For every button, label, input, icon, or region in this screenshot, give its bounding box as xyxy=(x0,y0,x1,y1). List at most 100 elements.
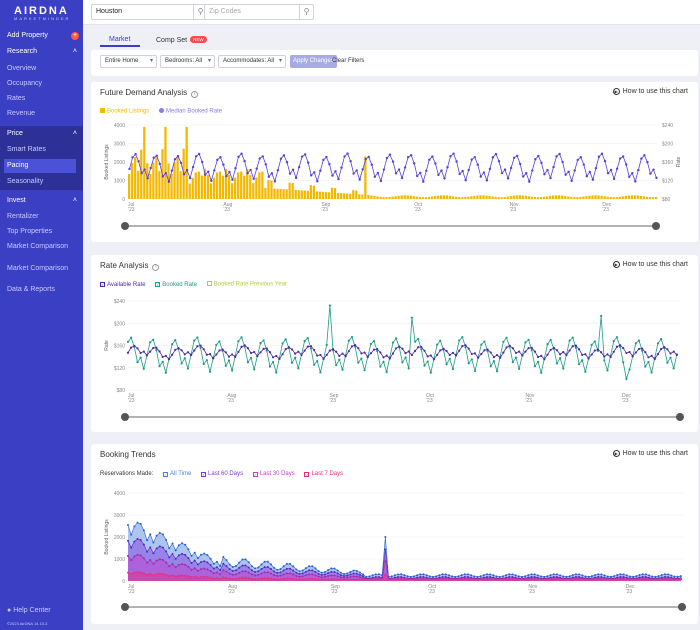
available-rate-point xyxy=(287,346,290,349)
apply-changes-button[interactable]: Apply Changes xyxy=(290,55,337,68)
checkbox-icon[interactable]: ✓ xyxy=(201,471,207,477)
booked-listings-bar xyxy=(185,126,188,199)
accommodates-select[interactable]: Accommodates: All ▾ xyxy=(218,55,286,68)
last-7-days-point xyxy=(422,578,425,581)
checkbox-icon[interactable]: ✓ xyxy=(163,471,169,477)
booked-rate-point xyxy=(641,349,644,352)
bedrooms-select[interactable]: Bedrooms: All ▾ xyxy=(160,55,215,68)
checkbox-icon[interactable]: ✓ xyxy=(155,282,161,287)
all-time-point xyxy=(362,573,365,576)
sidebar-item-market-comparison[interactable]: Market Comparison xyxy=(7,243,69,250)
x-tick-year: '23 xyxy=(128,589,135,595)
booked-listings-bar xyxy=(237,172,240,199)
checkbox-icon[interactable]: ✓ xyxy=(100,282,105,287)
sidebar-item-occupancy[interactable]: Occupancy xyxy=(7,80,43,87)
median-rate-point xyxy=(543,172,546,176)
last-7-days-point xyxy=(454,578,457,581)
booked-rate-point xyxy=(357,361,360,364)
search-icon[interactable]: ⚲ xyxy=(193,5,207,19)
last-7-days-point xyxy=(384,573,387,576)
available-rate-point xyxy=(464,344,467,347)
available-rate-point xyxy=(271,356,275,359)
last-60-days-point xyxy=(203,560,206,563)
x-tick-label: Oct xyxy=(428,584,436,590)
available-rate-point xyxy=(148,350,152,353)
add-property-button[interactable]: Add Property + xyxy=(0,29,83,43)
legend-label: Booked Rate xyxy=(162,281,197,288)
legend-last-7-days[interactable]: ✓ Last 7 Days xyxy=(304,471,343,477)
median-rate-point xyxy=(579,156,582,159)
median-rate-point xyxy=(615,167,619,170)
last-7-days-point xyxy=(565,578,568,581)
last-7-days-point xyxy=(295,578,298,581)
booked-listings-bar xyxy=(642,196,646,199)
how-to-use-link[interactable]: ▶ How to use this chart xyxy=(612,261,688,268)
sidebar-item-overview[interactable]: Overview xyxy=(7,65,37,72)
tab-comp-set[interactable]: Comp Set NEW xyxy=(156,36,207,44)
available-rate-point xyxy=(391,352,395,355)
clear-filters-button[interactable]: Clear Filters xyxy=(332,58,365,64)
legend-last-60-days[interactable]: ✓ Last 60 Days xyxy=(201,471,243,477)
median-rate-point xyxy=(261,155,264,158)
all-time-point xyxy=(374,573,377,576)
median-rate-point xyxy=(316,180,319,183)
available-rate-point xyxy=(622,346,625,350)
available-rate-point xyxy=(215,353,218,356)
zip-codes-input[interactable]: Zip Codes ⚲ xyxy=(204,4,314,20)
tab-market[interactable]: Market xyxy=(109,36,131,43)
available-rate-point xyxy=(294,352,297,355)
checkbox-icon[interactable]: ✓ xyxy=(304,471,310,477)
new-badge: NEW xyxy=(190,36,207,43)
how-to-use-link[interactable]: ▶ How to use this chart xyxy=(612,88,688,95)
sidebar-item-revenue[interactable]: Revenue xyxy=(7,110,36,117)
x-tick-year: '23 xyxy=(228,589,235,595)
all-time-point xyxy=(292,565,295,568)
sidebar-item-smart-rates[interactable]: Smart Rates xyxy=(7,146,46,153)
legend-booked-rate[interactable]: ✓ Booked Rate xyxy=(155,282,197,288)
home-type-select[interactable]: Entire Home ▾ xyxy=(100,55,157,68)
median-rate-point xyxy=(310,174,313,177)
all-time-point xyxy=(594,574,597,577)
y-tick-label: $120 xyxy=(114,366,125,372)
available-rate-point xyxy=(303,349,306,352)
legend-all-time[interactable]: ✓ All Time xyxy=(163,471,191,477)
last-60-days-point xyxy=(235,569,238,572)
booked-listings-bar xyxy=(361,194,364,199)
all-time-point xyxy=(165,538,168,541)
sidebar-item-seasonality[interactable]: Seasonality xyxy=(7,178,44,185)
sidebar-item-rates[interactable]: Rates xyxy=(7,95,26,102)
help-center-link[interactable]: ● Help Center xyxy=(0,604,83,618)
legend-booked-rate-previous-year[interactable]: Booked Rate Previous Year xyxy=(206,281,287,288)
y-axis-label: Booked Listings xyxy=(104,144,110,180)
location-search-input[interactable]: Houston ⚲ xyxy=(91,4,208,20)
booked-listings-bar xyxy=(421,197,425,199)
info-icon[interactable]: i xyxy=(191,91,199,98)
last-30-days-point xyxy=(161,559,164,562)
all-time-point xyxy=(127,524,129,527)
median-rate-point xyxy=(219,156,222,159)
sidebar-section-invest[interactable]: Invest ˄ xyxy=(0,194,83,208)
last-7-days-point xyxy=(546,578,549,581)
available-rate-point xyxy=(385,354,388,357)
legend-booked-listings[interactable]: Booked Listings xyxy=(100,108,149,115)
search-icon[interactable]: ⚲ xyxy=(299,5,313,19)
legend-median-booked-rate[interactable]: Median Booked Rate xyxy=(159,108,222,115)
sidebar-item-rentalizer[interactable]: Rentalizer xyxy=(7,213,39,220)
info-icon[interactable]: i xyxy=(152,264,160,271)
available-rate-point xyxy=(451,351,454,354)
sidebar-market-comparison[interactable]: Market Comparison xyxy=(7,265,69,272)
sidebar-item-pacing[interactable]: Pacing xyxy=(7,162,29,169)
how-to-use-link[interactable]: ▶ How to use this chart xyxy=(612,450,688,457)
legend-available-rate[interactable]: ✓ Available Rate xyxy=(100,282,146,288)
booked-listings-bar xyxy=(582,196,585,199)
booking-trends-chart: 40003000200010000Jul'23Aug'23Sep'23Oct'2… xyxy=(104,491,686,611)
sidebar-item-top-properties[interactable]: Top Properties xyxy=(7,228,53,235)
y2-tick-label: $120 xyxy=(662,179,673,185)
last-60-days-point xyxy=(463,575,466,578)
sidebar-section-research[interactable]: Research ˄ xyxy=(0,45,83,59)
checkbox-empty-icon[interactable] xyxy=(206,281,212,286)
legend-last-30-days[interactable]: ✓ Last 30 Days xyxy=(252,471,295,477)
checkbox-icon[interactable]: ✓ xyxy=(252,471,258,477)
sidebar-section-price[interactable]: Price ˄ xyxy=(0,127,83,141)
sidebar-data-reports[interactable]: Data & Reports xyxy=(7,286,55,293)
